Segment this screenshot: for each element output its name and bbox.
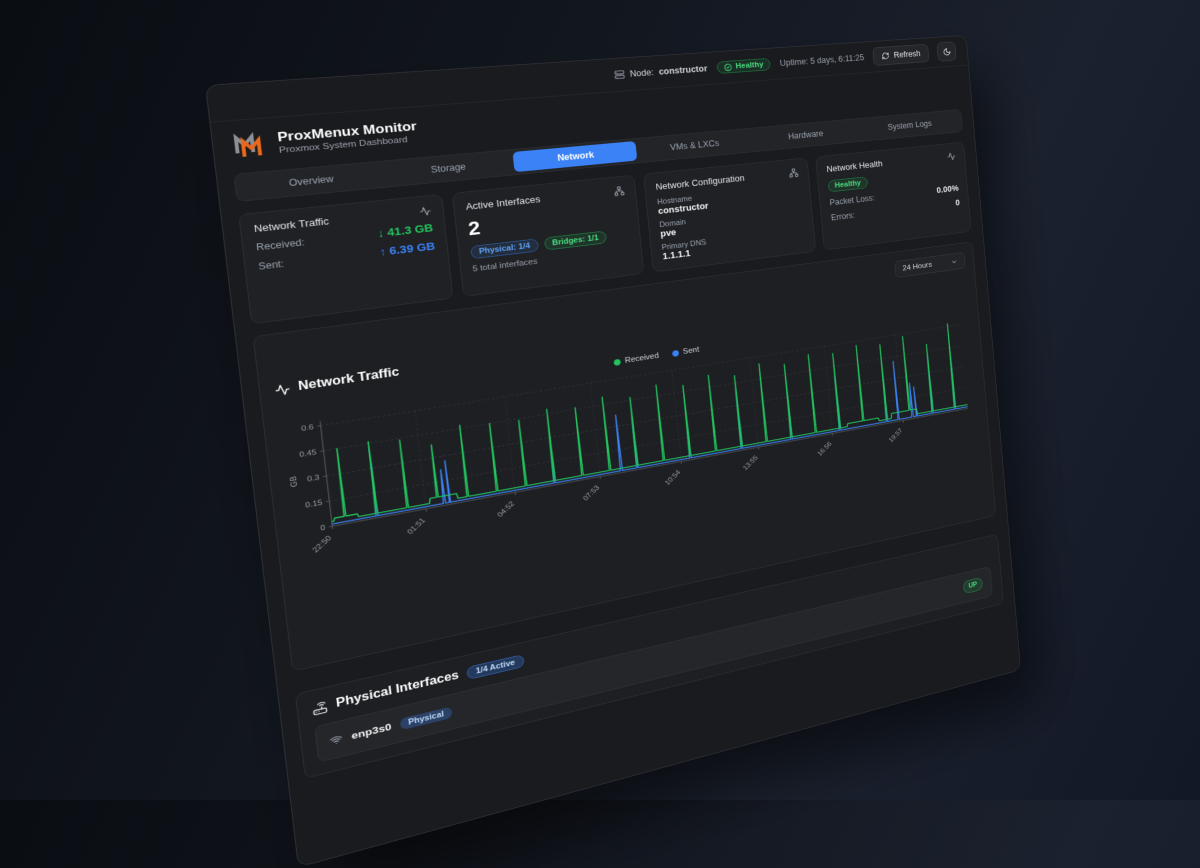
activity-icon bbox=[947, 152, 956, 162]
dashboard-window: Node: constructor Healthy Uptime: 5 days… bbox=[205, 35, 1021, 868]
svg-text:GB: GB bbox=[288, 475, 299, 488]
svg-text:04:52: 04:52 bbox=[495, 500, 516, 519]
svg-text:07:53: 07:53 bbox=[581, 484, 601, 502]
network-traffic-card: Network Traffic Received: ↓ 41.3 GB Sent… bbox=[238, 194, 453, 324]
tab-hardware[interactable]: Hardware bbox=[750, 121, 859, 150]
active-interfaces-card: Active Interfaces 2 Physical: 1/4 Bridge… bbox=[452, 175, 644, 297]
packet-loss-value: 0.00% bbox=[936, 184, 959, 195]
tab-system-logs[interactable]: System Logs bbox=[858, 112, 960, 139]
uptime-text: Uptime: 5 days, 6:11:25 bbox=[780, 53, 865, 68]
legend-dot bbox=[672, 350, 679, 357]
svg-text:13:55: 13:55 bbox=[741, 454, 759, 472]
physical-count-badge: Physical: 1/4 bbox=[470, 238, 539, 259]
received-value: ↓ 41.3 GB bbox=[377, 222, 434, 240]
network-health-card-title: Network Health bbox=[826, 159, 883, 174]
network-tree-icon bbox=[788, 168, 798, 178]
node-value: constructor bbox=[658, 64, 707, 77]
theme-toggle-button[interactable] bbox=[936, 41, 956, 61]
active-interfaces-card-title: Active Interfaces bbox=[465, 194, 540, 212]
svg-text:01:51: 01:51 bbox=[405, 516, 427, 535]
check-circle-icon bbox=[724, 63, 733, 71]
server-icon bbox=[614, 69, 626, 80]
network-configuration-card: Network Configuration Hostname construct… bbox=[643, 157, 816, 272]
tab-vms-lxcs[interactable]: VMs & LXCs bbox=[635, 131, 752, 161]
errors-value: 0 bbox=[955, 198, 960, 207]
chart-title: Network Traffic bbox=[298, 366, 400, 394]
svg-text:0.45: 0.45 bbox=[299, 448, 317, 459]
bridges-count-badge: Bridges: 1/1 bbox=[544, 230, 607, 250]
svg-text:0.3: 0.3 bbox=[307, 473, 320, 483]
network-icon bbox=[613, 186, 625, 197]
active-count-badge: 1/4 Active bbox=[466, 654, 524, 680]
refresh-button[interactable]: Refresh bbox=[872, 44, 929, 66]
chevron-down-icon bbox=[950, 258, 957, 266]
activity-icon bbox=[274, 382, 291, 397]
svg-text:0.15: 0.15 bbox=[305, 498, 323, 509]
packet-loss-label: Packet Loss: bbox=[829, 193, 875, 207]
refresh-icon bbox=[881, 52, 889, 60]
activity-icon bbox=[419, 205, 432, 217]
network-health-status-text: Healthy bbox=[834, 179, 861, 190]
svg-text:0: 0 bbox=[320, 523, 326, 532]
moon-icon bbox=[942, 47, 951, 56]
tab-network[interactable]: Network bbox=[512, 141, 637, 172]
interface-name: enp3s0 bbox=[351, 721, 392, 742]
svg-text:10:54: 10:54 bbox=[663, 468, 682, 486]
svg-text:0.6: 0.6 bbox=[301, 422, 314, 432]
svg-text:16:56: 16:56 bbox=[816, 440, 833, 457]
health-status-badge: Healthy bbox=[717, 58, 771, 74]
router-icon bbox=[312, 700, 328, 716]
refresh-label: Refresh bbox=[893, 49, 920, 60]
network-health-status-badge: Healthy bbox=[828, 176, 868, 192]
time-range-value: 24 Hours bbox=[902, 261, 932, 273]
health-status-text: Healthy bbox=[735, 60, 764, 70]
received-label: Received: bbox=[256, 237, 306, 253]
svg-text:22:50: 22:50 bbox=[310, 534, 333, 554]
time-range-select[interactable]: 24 Hours bbox=[894, 252, 965, 278]
tab-storage[interactable]: Storage bbox=[380, 152, 514, 185]
wifi-icon bbox=[329, 733, 343, 747]
traffic-chart: 22:50 01:51 04:52 07:53 10:54 13:55 16:56 19:57… bbox=[278, 312, 979, 579]
tab-overview[interactable]: Overview bbox=[238, 164, 383, 198]
errors-label: Errors: bbox=[831, 211, 856, 223]
network-health-card: Network Health Healthy Packet Loss: 0.00… bbox=[815, 142, 971, 251]
node-indicator: Node: constructor bbox=[614, 64, 708, 80]
node-label: Node: bbox=[629, 67, 654, 78]
legend-dot bbox=[613, 358, 620, 365]
sent-label: Sent: bbox=[258, 258, 285, 272]
sent-value: ↑ 6.39 GB bbox=[379, 241, 436, 259]
proxmenux-logo bbox=[228, 128, 269, 162]
interface-status-badge: UP bbox=[963, 577, 983, 594]
svg-text:19:57: 19:57 bbox=[887, 427, 903, 444]
network-traffic-card-title: Network Traffic bbox=[253, 216, 329, 234]
interface-type-badge: Physical bbox=[399, 706, 452, 730]
